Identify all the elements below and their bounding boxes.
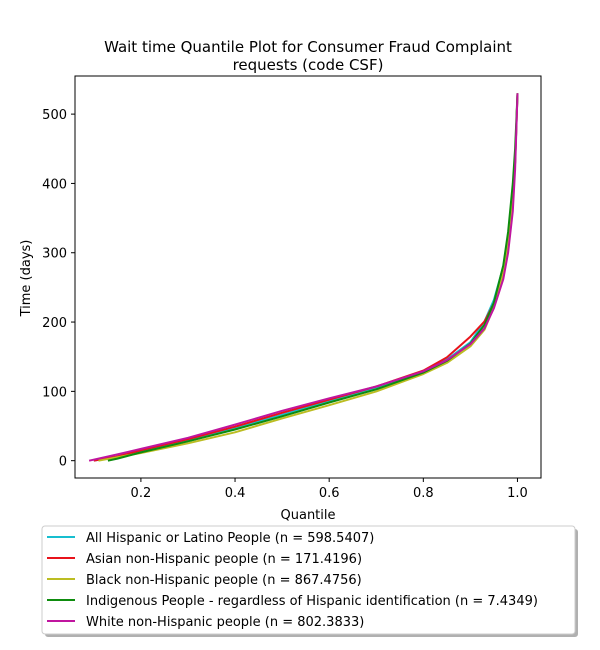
x-tick-label: 0.2 [131,486,152,501]
y-tick-label: 200 [42,316,67,331]
y-tick-label: 400 [42,177,67,192]
y-axis-label: Time (days) [19,240,34,318]
legend-label: Asian non-Hispanic people (n = 171.4196) [86,552,362,567]
legend-label: White non-Hispanic people (n = 802.3833) [86,615,364,630]
legend: All Hispanic or Latino People (n = 598.5… [41,525,578,637]
y-tick-label: 300 [42,247,67,262]
y-tick-label: 500 [42,108,67,123]
x-tick-label: 0.8 [413,486,434,501]
x-tick-label: 1.0 [507,486,528,501]
y-tick-label: 0 [59,455,67,470]
chart-title-line2: requests (code CSF) [233,56,384,74]
x-axis-label: Quantile [281,508,336,523]
series-lines [88,93,519,462]
legend-box [41,525,576,635]
x-tick-label: 0.4 [225,486,246,501]
legend-entries: All Hispanic or Latino People (n = 598.5… [47,531,538,630]
series-line-5 [88,93,519,462]
legend-label: Black non-Hispanic people (n = 867.4756) [86,573,362,588]
x-axis-ticks: 0.2 0.4 0.6 0.8 1.0 [131,478,528,501]
legend-label: All Hispanic or Latino People (n = 598.5… [86,531,374,546]
chart-title-line1: Wait time Quantile Plot for Consumer Fra… [104,38,512,56]
x-tick-label: 0.6 [319,486,340,501]
legend-label: Indigenous People - regardless of Hispan… [86,594,538,609]
y-axis-ticks: 0 100 200 300 400 500 [42,108,75,470]
plot-frame [74,75,542,479]
y-tick-label: 100 [42,385,67,400]
plot-area [75,76,541,478]
